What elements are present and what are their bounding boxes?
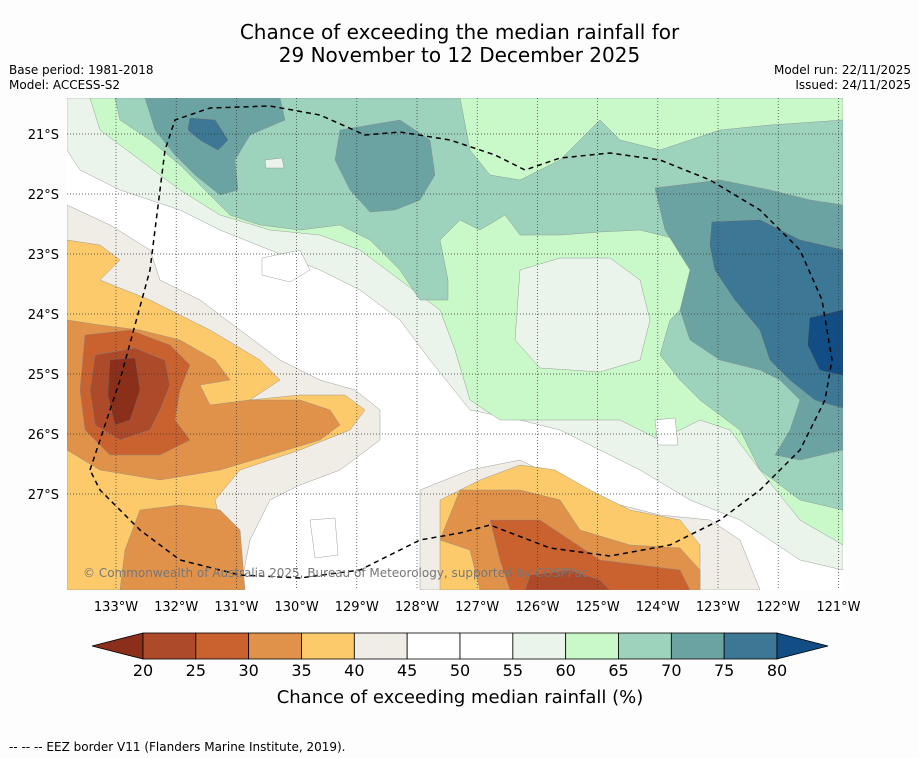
colorbar-tick: 45 xyxy=(397,661,417,680)
colorbar-over-arrow xyxy=(776,632,829,660)
colorbar-tick-labels: 20 25 30 35 40 45 50 55 60 65 70 75 80 xyxy=(133,661,787,680)
colorbar-cell xyxy=(301,632,355,660)
eez-border xyxy=(89,105,833,579)
colorbar-cell xyxy=(565,632,619,660)
colorbar-cell xyxy=(406,632,461,660)
lon-label: 121°W xyxy=(816,600,860,615)
colorbar-cell xyxy=(512,632,567,660)
lat-label: 25°S xyxy=(28,368,59,383)
colorbar-tick: 75 xyxy=(714,661,734,680)
lon-label: 129°W xyxy=(335,600,379,615)
colorbar-tick: 35 xyxy=(291,661,311,680)
colorbar-tick: 20 xyxy=(133,661,153,680)
colorbar-tick: 50 xyxy=(450,661,470,680)
lon-label: 132°W xyxy=(154,600,198,615)
colorbar-tick: 65 xyxy=(608,661,628,680)
latitude-gridlines xyxy=(67,133,843,495)
region-75-80 xyxy=(187,117,843,409)
lon-label: 122°W xyxy=(756,600,800,615)
colorbar: 20 25 30 35 40 45 50 55 60 65 70 75 80 Chance of exc… xyxy=(91,632,829,708)
colorbar-title: Chance of exceeding median rainfall (%) xyxy=(277,687,644,708)
colorbar-tick: 80 xyxy=(767,661,787,680)
lat-label: 21°S xyxy=(28,128,59,143)
lat-label: 27°S xyxy=(28,488,59,503)
colorbar-cell xyxy=(353,632,408,660)
lat-label: 26°S xyxy=(28,428,59,443)
small-white-patch-1 xyxy=(261,249,311,283)
small-white-patch-2 xyxy=(264,157,285,169)
region-70-75-mid xyxy=(334,119,436,213)
model-run: Model run: 22/11/2025 xyxy=(773,63,911,77)
copyright-text: © Commonwealth of Australia 2025, Bureau… xyxy=(83,566,588,580)
colorbar-tick: 60 xyxy=(555,661,575,680)
lon-label: 123°W xyxy=(696,600,740,615)
lon-label: 131°W xyxy=(214,600,258,615)
longitude-labels: 133°W 132°W 131°W 130°W 129°W 128°W 127°W 126°W… xyxy=(94,600,861,615)
model-name: Model: ACCESS-S2 xyxy=(9,78,121,92)
colorbar-tick: 40 xyxy=(344,661,364,680)
region-20-25 xyxy=(89,347,611,590)
colorbar-cell xyxy=(459,632,514,660)
colorbar-cells xyxy=(142,632,778,660)
colorbar-under-arrow xyxy=(91,632,144,660)
base-period: Base period: 1981-2018 xyxy=(9,63,154,77)
colorbar-cell xyxy=(723,632,778,660)
lat-label: 24°S xyxy=(28,308,59,323)
lon-label: 126°W xyxy=(515,600,559,615)
colorbar-cell xyxy=(195,632,250,660)
latitude-labels: 21°S 22°S 23°S 24°S 25°S 26°S 27°S xyxy=(28,128,59,503)
lon-label: 133°W xyxy=(94,600,138,615)
lon-label: 130°W xyxy=(275,600,319,615)
issued-date: Issued: 24/11/2025 xyxy=(795,78,911,92)
colorbar-cell xyxy=(670,632,725,660)
small-white-patch-4 xyxy=(654,417,679,446)
colorbar-cell xyxy=(248,632,302,660)
colorbar-tick: 30 xyxy=(238,661,258,680)
lon-label: 128°W xyxy=(395,600,439,615)
lon-label: 125°W xyxy=(576,600,620,615)
colorbar-tick: 55 xyxy=(503,661,523,680)
colorbar-tick: 70 xyxy=(661,661,681,680)
region-white-center xyxy=(514,257,651,373)
region-above-80 xyxy=(807,309,843,376)
lat-label: 23°S xyxy=(28,248,59,263)
colorbar-cell xyxy=(618,632,672,660)
small-white-patch-3 xyxy=(309,517,339,559)
title-line-1: Chance of exceeding the median rainfall … xyxy=(239,20,680,44)
title-line-2: 29 November to 12 December 2025 xyxy=(278,43,641,67)
rainfall-map: © Commonwealth of Australia 2025, Bureau… xyxy=(67,98,843,590)
lon-label: 124°W xyxy=(636,600,680,615)
eez-legend-footnote: -- -- -- EEZ border V11 (Flanders Marine… xyxy=(9,740,346,754)
lon-label: 127°W xyxy=(455,600,499,615)
longitude-gridlines xyxy=(115,98,839,590)
lat-label: 22°S xyxy=(28,188,59,203)
colorbar-cell xyxy=(142,632,197,660)
colorbar-tick: 25 xyxy=(186,661,206,680)
